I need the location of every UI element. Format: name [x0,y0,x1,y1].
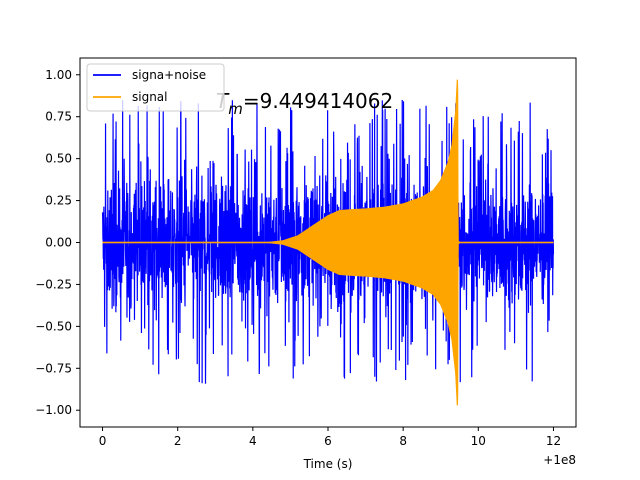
legend-label-signal: signal [132,90,168,104]
annotation-subscript: m [228,100,243,118]
x-tick-label: 4 [249,434,257,448]
y-tick-label: −0.50 [35,319,72,333]
y-tick-label: 0.75 [45,110,72,124]
y-axis-ticks: −1.00 −0.75 −0.50 −0.25 0.00 0.25 0.50 0.75 1.00 [35,68,80,417]
x-axis-label: Time (s) [303,457,353,471]
tm-annotation: Tm=9.449414062 [216,89,393,118]
x-axis-ticks: 0 2 4 6 8 10 12 [99,427,561,448]
x-tick-label: 12 [546,434,561,448]
x-tick-label: 0 [99,434,107,448]
y-tick-label: 0.50 [45,152,72,166]
x-tick-label: 2 [174,434,182,448]
plot-area [101,79,555,406]
x-tick-label: 8 [399,434,407,448]
series-signal [102,79,554,406]
x-tick-label: 10 [471,434,486,448]
y-tick-label: −1.00 [35,403,72,417]
legend-label-signal-plus-noise: signa+noise [132,68,206,82]
legend: signa+noise signal [86,63,225,112]
y-tick-label: −0.75 [35,361,72,375]
legend-box [86,63,225,112]
x-axis-offset-label: +1e8 [543,453,576,467]
y-tick-label: 0.25 [45,194,72,208]
annotation-value: =9.449414062 [243,89,393,113]
y-tick-label: 1.00 [45,68,72,82]
x-tick-label: 6 [324,434,332,448]
y-tick-label: 0.00 [45,236,72,250]
series-signal-plus-noise [101,99,555,384]
y-tick-label: −0.25 [35,277,72,291]
signal-plus-noise-line [101,99,555,384]
